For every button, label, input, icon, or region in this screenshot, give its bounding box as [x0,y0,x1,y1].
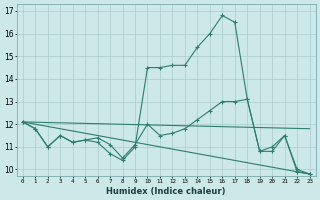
X-axis label: Humidex (Indice chaleur): Humidex (Indice chaleur) [107,187,226,196]
